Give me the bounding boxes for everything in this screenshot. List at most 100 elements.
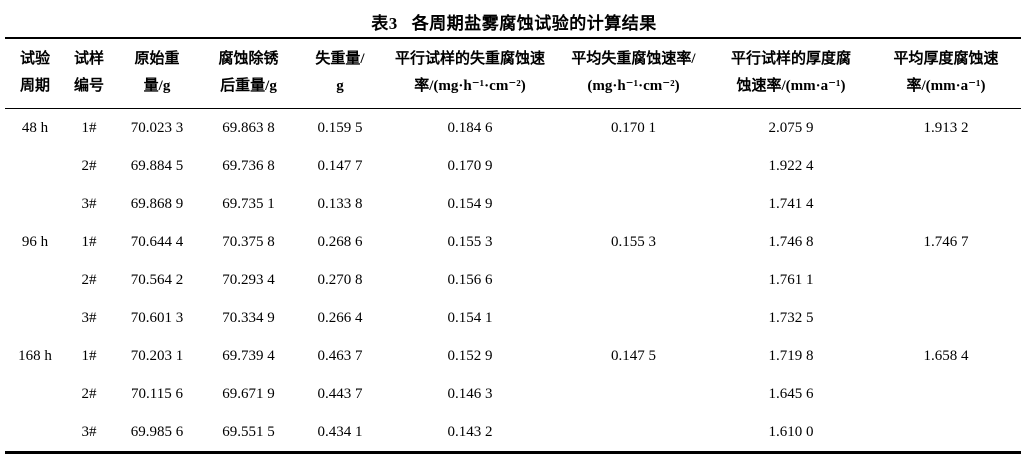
table-cell: 70.023 3 (130, 119, 184, 136)
table-cell: 1.746 8 (768, 233, 814, 250)
table-cell (556, 185, 711, 223)
table-cell: 0.154 9 (447, 195, 493, 212)
col-header-parallel-weightloss-rate: 平行试样的失重腐蚀速 率/(mg·h⁻¹·cm⁻²) (384, 38, 556, 109)
table-header-row: 试验 周期 试样 编号 原始重 量/g 腐蚀除锈 后重量/g 失重量/ g (5, 38, 1021, 109)
table-cell: 0.170 1 (611, 119, 656, 136)
table-cell: 3# (81, 309, 97, 326)
table-cell: 2.075 9 (768, 119, 814, 136)
table-cell: 3# (81, 423, 97, 440)
table-row: 2# 70.564 2 70.293 4 0.270 8 0.156 6 1.761 1 (5, 261, 1021, 299)
table-cell (556, 147, 711, 185)
table-cell: 70.115 6 (131, 385, 183, 402)
table-row: 3# 69.868 9 69.735 1 0.133 8 0.154 9 1.741 4 (5, 185, 1021, 223)
table-cell: 70.293 4 (222, 271, 275, 288)
table-cell: 0.147 7 (317, 157, 363, 174)
table-caption: 表3 各周期盐雾腐蚀试验的计算结果 (0, 0, 1028, 37)
table-cell: 69.551 5 (222, 423, 275, 440)
col-header-original-weight: 原始重 量/g (113, 38, 201, 109)
table-cell: 0.152 9 (447, 347, 493, 364)
table-cell: 69.736 8 (222, 157, 275, 174)
table-cell: 69.671 9 (222, 385, 275, 402)
table-cell: 0.146 3 (447, 385, 493, 402)
header-line: 原始重 (134, 51, 180, 67)
table-cell: 2# (81, 385, 97, 402)
table-cell (556, 375, 711, 413)
table-cell: 70.644 4 (130, 233, 184, 250)
table-cell: 70.203 1 (130, 347, 184, 364)
table-cell: 69.868 9 (130, 195, 184, 212)
table-cell: 0.133 8 (317, 195, 363, 212)
header-line: 平行试样的厚度腐 (730, 51, 851, 67)
header-line: 周期 (19, 78, 50, 94)
table-cell: 1# (81, 233, 97, 250)
header-line: g (336, 78, 344, 94)
col-header-sample-no: 试样 编号 (65, 38, 113, 109)
results-table: 试验 周期 试样 编号 原始重 量/g 腐蚀除锈 后重量/g 失重量/ g (5, 37, 1021, 454)
table-cell (5, 413, 65, 453)
header-line: 蚀速率/(mm·a⁻¹) (736, 78, 846, 94)
table-cell (5, 147, 65, 185)
table-cell: 1.658 4 (923, 347, 969, 364)
table-cell (556, 299, 711, 337)
table-row: 168 h 1# 70.203 1 69.739 4 0.463 7 0.152 9 0.1… (5, 337, 1021, 375)
table-cell: 70.601 3 (130, 309, 184, 326)
table-cell: 0.270 8 (317, 271, 363, 288)
table-cell (556, 413, 711, 453)
table-cell: 0.155 3 (611, 233, 656, 250)
table-cell: 1.761 1 (768, 271, 814, 288)
table-cell: 48 h (21, 119, 49, 136)
table-row: 3# 69.985 6 69.551 5 0.434 1 0.143 2 1.610 0 (5, 413, 1021, 453)
table-cell (871, 185, 1021, 223)
table-cell: 96 h (21, 233, 49, 250)
header-line: 编号 (73, 78, 104, 94)
table-cell: 1.913 2 (923, 119, 969, 136)
table-cell: 69.985 6 (130, 423, 184, 440)
table-cell (5, 185, 65, 223)
header-line: 腐蚀除锈 (218, 51, 279, 67)
table-header: 试验 周期 试样 编号 原始重 量/g 腐蚀除锈 后重量/g 失重量/ g (5, 38, 1021, 109)
table-cell (871, 299, 1021, 337)
table-cell: 2# (81, 271, 97, 288)
table-cell: 70.564 2 (130, 271, 184, 288)
table-cell (5, 375, 65, 413)
table-cell: 0.463 7 (317, 347, 363, 364)
table-cell (5, 261, 65, 299)
header-line: 平行试样的失重腐蚀速 (394, 51, 545, 67)
table-cell: 0.143 2 (447, 423, 493, 440)
table-cell (871, 261, 1021, 299)
table-cell: 1.922 4 (768, 157, 814, 174)
table-cell: 0.268 6 (317, 233, 363, 250)
col-header-avg-thickness-rate: 平均厚度腐蚀速 率/(mm·a⁻¹) (871, 38, 1021, 109)
col-header-weight-after-derust: 腐蚀除锈 后重量/g (201, 38, 296, 109)
header-line: 试样 (73, 51, 104, 67)
table-row: 2# 69.884 5 69.736 8 0.147 7 0.170 9 1.922 4 (5, 147, 1021, 185)
header-line: 率/(mm·a⁻¹) (906, 78, 986, 94)
table-cell: 0.154 1 (447, 309, 493, 326)
table-cell: 1# (81, 119, 97, 136)
table-cell: 2# (81, 157, 97, 174)
table-cell (871, 413, 1021, 453)
table-cell: 0.159 5 (317, 119, 363, 136)
table-caption-text: 各周期盐雾腐蚀试验的计算结果 (411, 14, 657, 33)
table-row: 96 h 1# 70.644 4 70.375 8 0.268 6 0.155 3 0.15… (5, 223, 1021, 261)
table-cell: 0.156 6 (447, 271, 493, 288)
table-cell: 69.884 5 (130, 157, 184, 174)
table-cell: 1.741 4 (768, 195, 814, 212)
col-header-weight-loss: 失重量/ g (296, 38, 384, 109)
table-cell: 0.434 1 (317, 423, 363, 440)
table-cell (556, 261, 711, 299)
col-header-test-cycle: 试验 周期 (5, 38, 65, 109)
header-line: 量/g (143, 78, 171, 94)
header-line: 平均厚度腐蚀速 (893, 51, 999, 67)
table-cell: 1# (81, 347, 97, 364)
table-cell: 69.863 8 (222, 119, 275, 136)
header-line: 后重量/g (220, 78, 277, 94)
table-cell: 69.735 1 (222, 195, 275, 212)
header-line: (mg·h⁻¹·cm⁻²) (587, 78, 680, 94)
col-header-parallel-thickness-rate: 平行试样的厚度腐 蚀速率/(mm·a⁻¹) (711, 38, 871, 109)
table-cell: 3# (81, 195, 97, 212)
table-cell (5, 299, 65, 337)
table-cell: 1.610 0 (768, 423, 814, 440)
table-cell: 0.155 3 (447, 233, 493, 250)
table-cell: 70.334 9 (222, 309, 275, 326)
